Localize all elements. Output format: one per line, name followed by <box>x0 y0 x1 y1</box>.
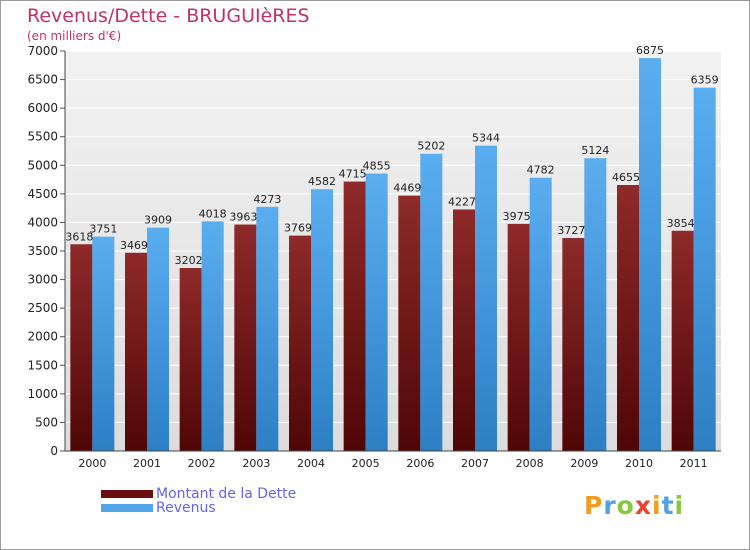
bar-revenus <box>201 221 224 451</box>
legend-swatch-debt <box>101 490 153 498</box>
x-tick-label: 2006 <box>406 457 434 470</box>
data-label-revenus: 6875 <box>636 44 664 57</box>
bar-revenus <box>92 236 115 451</box>
y-tick-label: 6500 <box>27 73 58 87</box>
data-label-debt: 3727 <box>557 224 585 237</box>
x-tick-label: 2001 <box>133 457 161 470</box>
data-label-revenus: 5344 <box>472 132 500 145</box>
x-tick-label: 2002 <box>188 457 216 470</box>
bar-revenus <box>475 145 497 451</box>
data-label-debt: 3202 <box>175 254 203 267</box>
y-tick-label: 500 <box>35 415 58 429</box>
data-label-revenus: 3909 <box>144 214 172 227</box>
y-tick-label: 3000 <box>27 273 58 287</box>
bar-debt <box>617 185 639 451</box>
legend-label-debt: Montant de la Dette <box>156 486 297 502</box>
y-tick-label: 2000 <box>27 330 58 344</box>
bar-debt <box>179 268 202 451</box>
x-tick-label: 2007 <box>461 457 489 470</box>
x-tick-label: 2000 <box>78 457 106 470</box>
x-tick-label: 2011 <box>680 457 708 470</box>
legend-label-revenus: Revenus <box>156 500 216 516</box>
bar-debt <box>398 195 421 451</box>
x-tick-label: 2004 <box>297 457 325 470</box>
data-label-debt: 4469 <box>393 182 421 195</box>
bar-debt <box>125 252 147 451</box>
y-tick-label: 4000 <box>27 215 58 229</box>
bar-debt <box>234 224 257 451</box>
logo-letter: i <box>652 491 662 520</box>
x-tick-label: 2003 <box>242 457 270 470</box>
data-label-debt: 3618 <box>65 230 93 243</box>
data-label-revenus: 4018 <box>199 207 227 220</box>
x-tick-label: 2010 <box>625 457 653 470</box>
y-tick-label: 4500 <box>27 187 58 201</box>
bar-debt <box>343 181 366 452</box>
y-tick-label: 1000 <box>27 387 58 401</box>
logo-letter: P <box>584 491 604 520</box>
x-tick-label: 2005 <box>352 457 380 470</box>
bar-debt <box>289 235 311 451</box>
x-tick-label: 2009 <box>570 457 598 470</box>
logo-letter: r <box>603 491 617 520</box>
y-tick-label: 6000 <box>27 101 58 115</box>
bar-revenus <box>311 189 333 451</box>
data-label-revenus: 4855 <box>363 160 391 173</box>
y-tick-label: 5000 <box>27 158 58 172</box>
data-label-debt: 4655 <box>612 171 640 184</box>
y-tick-label: 5500 <box>27 130 58 144</box>
legend-swatch-revenus <box>101 504 153 512</box>
bar-revenus <box>420 153 443 451</box>
chart-title: Revenus/Dette - BRUGUIèRES <box>27 5 310 27</box>
y-tick-label: 2500 <box>27 301 58 315</box>
bar-debt <box>453 209 475 451</box>
data-label-debt: 3854 <box>667 217 695 230</box>
bar-revenus <box>584 158 607 451</box>
data-label-debt: 3469 <box>120 239 148 252</box>
data-label-revenus: 4582 <box>308 175 336 188</box>
data-label-debt: 4715 <box>339 168 367 181</box>
bar-revenus <box>256 206 279 451</box>
x-tick-label: 2008 <box>516 457 544 470</box>
logo-letter: t <box>661 491 675 520</box>
data-label-revenus: 4782 <box>527 164 555 177</box>
chart-subtitle: (en milliers d'€) <box>27 29 122 43</box>
y-tick-label: 1500 <box>27 358 58 372</box>
y-tick-label: 7000 <box>27 44 58 58</box>
bar-debt <box>70 244 93 451</box>
bar-debt <box>507 223 530 451</box>
data-label-debt: 4227 <box>448 195 476 208</box>
data-label-revenus: 4273 <box>253 193 281 206</box>
data-label-revenus: 5202 <box>417 140 445 153</box>
data-label-revenus: 6359 <box>691 74 719 87</box>
data-label-revenus: 3751 <box>89 223 117 236</box>
data-label-debt: 3975 <box>503 210 531 223</box>
y-tick-label: 3500 <box>27 244 58 258</box>
logo-letter: o <box>616 491 635 520</box>
y-tick-label: 0 <box>50 444 58 458</box>
logo-letter: i <box>674 491 685 520</box>
bar-revenus <box>147 227 169 451</box>
logo-letter: x <box>634 491 652 520</box>
bar-revenus <box>529 177 552 451</box>
proxiti-logo: Proxiti <box>584 491 684 520</box>
bar-revenus <box>639 58 661 452</box>
data-label-revenus: 5124 <box>581 144 609 157</box>
data-label-debt: 3769 <box>284 222 312 235</box>
bar-revenus <box>693 87 716 451</box>
bar-debt <box>562 238 585 451</box>
data-label-debt: 3963 <box>229 211 257 224</box>
bar-revenus <box>365 173 388 452</box>
bar-debt <box>671 230 694 451</box>
